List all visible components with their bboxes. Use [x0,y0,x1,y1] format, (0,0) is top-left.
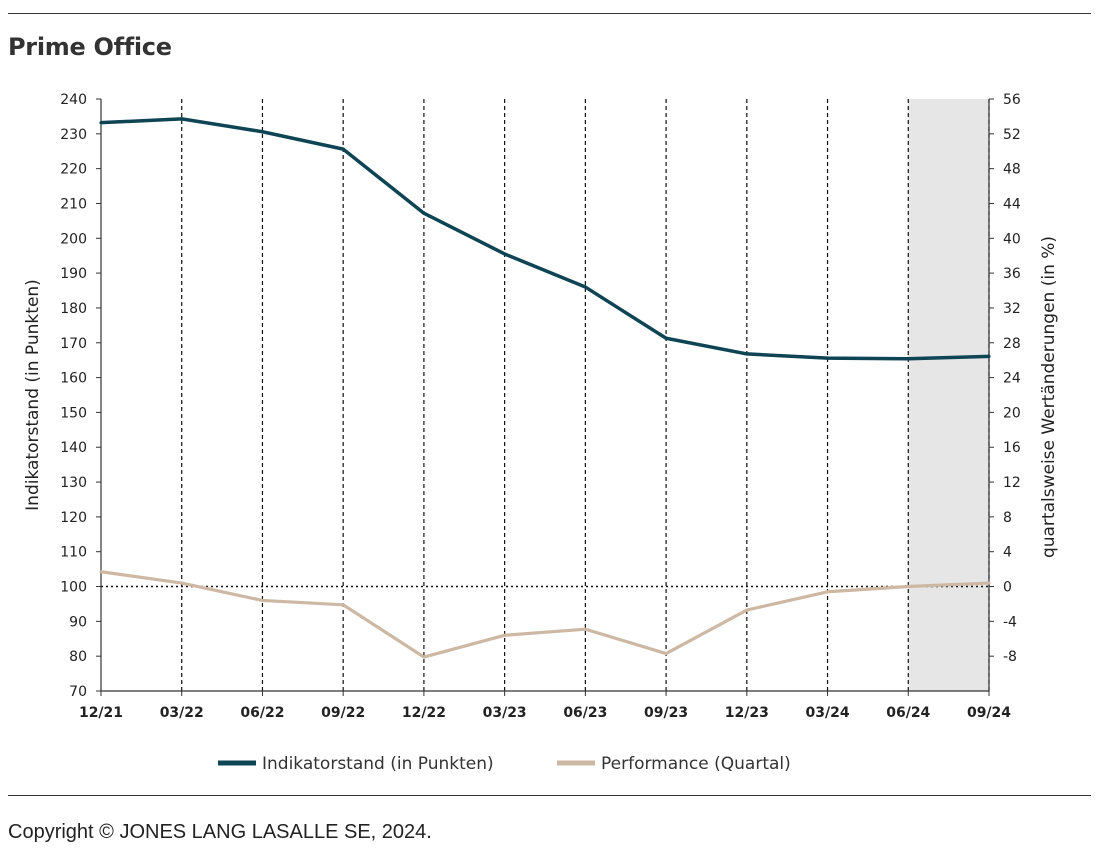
right-axis-title: quartalsweise Wertänderungen (in %) [1039,236,1059,558]
x-tick-label: 06/23 [563,705,607,721]
right-y-tick-label: 52 [1003,127,1021,143]
indikatorstand-point [664,336,668,340]
right-y-tick-label: 36 [1003,266,1021,282]
performance-point [583,627,587,631]
indikatorstand-point [906,357,910,361]
x-tick-label: 03/23 [483,705,527,721]
indikatorstand-point [99,121,103,125]
copyright-notice: Copyright © JONES LANG LASALLE SE, 2024. [8,821,432,843]
left-y-tick-label: 240 [60,92,87,108]
performance-point [180,581,184,585]
left-y-tick-label: 170 [60,336,87,352]
x-tick-label: 06/22 [240,705,284,721]
left-axis-title: Indikatorstand (in Punkten) [23,279,43,511]
left-y-tick-label: 110 [60,545,87,561]
left-y-tick-label: 140 [60,440,87,456]
right-y-tick-label: 16 [1003,440,1021,456]
right-y-tick-label: 28 [1003,336,1021,352]
chart: 7080901001101201301401501601701801902002… [23,92,1059,774]
right-y-tick-label: 40 [1003,231,1021,247]
top-rule [8,13,1091,14]
indikatorstand-point [745,352,749,356]
indikatorstand-point [583,285,587,289]
left-y-tick-label: 90 [69,614,87,630]
left-y-tick-label: 200 [60,231,87,247]
left-y-tick-label: 100 [60,580,87,596]
right-y-tick-label: 24 [1003,371,1021,387]
left-y-tick-label: 230 [60,127,87,143]
x-tick-label: 09/23 [644,705,688,721]
x-tick-label: 06/24 [886,705,930,721]
x-tick-label: 09/24 [967,705,1011,721]
performance-point [987,581,991,585]
x-tick-label: 12/22 [402,705,446,721]
forecast-shaded-band [908,99,989,691]
right-y-tick-label: 44 [1003,196,1021,212]
performance-point [664,652,668,656]
right-y-tick-label: 0 [1003,580,1012,596]
left-y-tick-label: 150 [60,405,87,421]
performance-point [99,570,103,574]
bottom-rule [8,795,1091,796]
legend-label-indikatorstand: Indikatorstand (in Punkten) [262,754,494,774]
left-y-tick-label: 190 [60,266,87,282]
series-performance-line [100,570,990,659]
left-y-tick-label: 220 [60,162,87,178]
indikatorstand-point [503,252,507,256]
right-y-tick-label: 8 [1003,510,1012,526]
performance-point [503,633,507,637]
performance-point [745,608,749,612]
x-tick-label: 09/22 [321,705,365,721]
left-y-tick-label: 80 [69,649,87,665]
performance-point [906,585,910,589]
performance-point [260,598,264,602]
right-y-tick-label: 56 [1003,92,1021,108]
left-y-tick-label: 210 [60,196,87,212]
indikatorstand-point [987,354,991,358]
left-y-tick-label: 120 [60,510,87,526]
series-indikatorstand-line [100,117,990,361]
x-tick-label: 03/22 [160,705,204,721]
right-y-tick-label: 4 [1003,545,1012,561]
indikatorstand-point [825,356,830,360]
right-y-tick-label: 20 [1003,405,1021,421]
right-y-tick-label: 32 [1003,301,1021,317]
left-y-tick-label: 70 [69,684,87,700]
performance-point [826,590,830,594]
right-y-tick-label: 12 [1003,475,1021,491]
legend-label-performance: Performance (Quartal) [601,754,791,774]
left-y-tick-label: 160 [60,371,87,387]
indikatorstand-point [341,147,345,151]
right-y-tick-label: -8 [1003,649,1017,665]
x-tick-label: 12/23 [725,705,769,721]
left-y-tick-label: 130 [60,475,87,491]
right-y-tick-label: 48 [1003,162,1021,178]
left-y-tick-label: 180 [60,301,87,317]
indikatorstand-point [180,117,184,121]
x-tick-label: 12/21 [79,705,123,721]
indikatorstand-point [260,130,265,134]
performance-point [341,603,345,607]
page-title: Prime Office [8,33,172,61]
performance-point [422,655,426,659]
right-y-tick-label: -4 [1003,614,1017,630]
indikatorstand-point [422,211,426,215]
x-tick-label: 03/24 [806,705,850,721]
